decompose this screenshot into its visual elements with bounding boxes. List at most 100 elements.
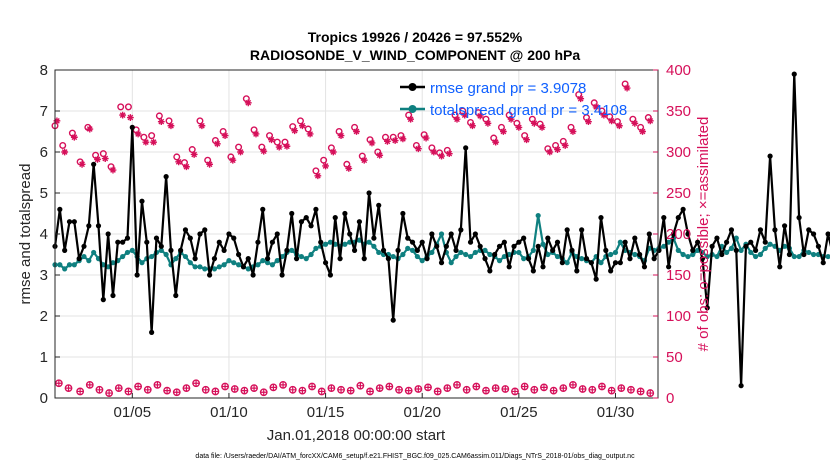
obs-low-count-cross [270, 384, 277, 391]
obs-low-count-cross [415, 385, 422, 393]
obs-assimilated-marker [461, 111, 469, 119]
obs-assimilated-marker [353, 128, 360, 135]
left-totalspread-point [501, 253, 507, 260]
left-totalspread-point [187, 260, 193, 266]
obs-assimilated-marker [229, 156, 237, 164]
obs-assimilated-marker [422, 134, 430, 142]
left-rmse-point [709, 243, 715, 249]
obs-assimilated-marker [150, 138, 157, 146]
left-totalspread-point [66, 262, 73, 268]
left-y-tick-label: 8 [40, 62, 48, 79]
left-rmse-point [458, 227, 464, 233]
obs-low-count-cross [163, 387, 171, 394]
left-totalspread-point [438, 231, 445, 237]
obs-low-count-cross [96, 386, 103, 393]
left-totalspread-point [327, 239, 334, 245]
obs-assimilated-marker [306, 130, 314, 138]
left-rmse-point [221, 247, 227, 253]
left-totalspread-point [221, 262, 227, 268]
left-totalspread-point [264, 260, 271, 266]
left-rmse-point [820, 260, 826, 266]
obs-low-count-cross [618, 384, 625, 392]
left-rmse-point [748, 239, 754, 245]
left-totalspread-point [197, 264, 203, 270]
left-rmse-point [661, 215, 667, 221]
left-rmse-point [487, 268, 493, 274]
obs-assimilated-marker [252, 130, 260, 138]
right-y-tick-label: 0 [666, 390, 674, 407]
left-rmse-point [579, 227, 585, 233]
left-rmse-point [554, 239, 561, 245]
left-totalspread-point [467, 253, 474, 260]
left-rmse-point [540, 264, 546, 270]
left-totalspread-point [163, 251, 169, 258]
left-rmse-point [525, 256, 532, 262]
left-rmse-point [313, 206, 319, 212]
left-rmse-point [453, 247, 459, 253]
left-totalspread-point [564, 260, 570, 266]
left-totalspread-point [521, 256, 527, 262]
left-rmse-point [110, 292, 116, 299]
left-rmse-point [516, 239, 522, 245]
left-rmse-point [274, 231, 280, 237]
left-rmse-point [337, 256, 343, 262]
left-y-tick-label: 5 [40, 185, 48, 202]
left-rmse-point [521, 235, 527, 241]
obs-possible-marker [117, 103, 125, 111]
left-rmse-point [202, 227, 208, 233]
obs-assimilated-marker [275, 143, 283, 151]
left-rmse-point [173, 292, 179, 299]
left-totalspread-point [617, 239, 623, 245]
obs-assimilated-marker [53, 117, 61, 125]
left-rmse-point [260, 206, 266, 212]
left-rmse-point [511, 243, 517, 249]
left-rmse-point [632, 235, 638, 241]
left-totalspread-point [685, 253, 691, 260]
legend-spread-marker [408, 105, 417, 113]
left-rmse-point [216, 239, 222, 245]
left-rmse-point [318, 239, 324, 245]
obs-assimilated-marker [445, 150, 453, 158]
obs-assimilated-marker [198, 122, 206, 130]
obs-assimilated-marker [407, 115, 415, 123]
left-totalspread-point [463, 251, 469, 258]
left-rmse-point [168, 247, 174, 253]
left-rmse-point [226, 231, 232, 237]
left-totalspread-point [173, 256, 179, 262]
left-totalspread-point [202, 266, 208, 272]
obs-assimilated-marker [569, 128, 577, 135]
obs-assimilated-marker [585, 118, 592, 126]
right-y-tick-label: 100 [666, 308, 691, 325]
obs-low-count-cross [337, 386, 345, 393]
left-rmse-point [695, 239, 701, 245]
data-file-footer: data file: /Users/raeder/DAI/ATM_forcXX/… [195, 453, 635, 460]
left-rmse-point [187, 235, 193, 241]
left-totalspread-point [733, 235, 739, 241]
obs-assimilated-marker [623, 84, 631, 92]
obs-possible-marker [124, 103, 132, 111]
obs-low-count-cross [453, 381, 461, 389]
left-totalspread-point [298, 253, 305, 260]
obs-assimilated-marker [101, 155, 109, 162]
left-rmse-point [482, 256, 488, 262]
left-rmse-point [376, 202, 382, 208]
left-rmse-point [637, 251, 643, 258]
left-rmse-point [245, 256, 251, 262]
obs-low-count-cross [65, 384, 72, 392]
left-totalspread-point [269, 262, 276, 268]
obs-assimilated-marker [399, 135, 407, 143]
left-rmse-point [240, 264, 247, 270]
left-totalspread-point [608, 251, 614, 258]
obs-assimilated-marker [538, 124, 546, 131]
obs-assimilated-marker [119, 111, 127, 119]
right-y-tick-label: 150 [666, 267, 691, 284]
left-rmse-point [153, 235, 160, 241]
obs-low-count-cross [308, 383, 316, 390]
obs-assimilated-marker [438, 152, 445, 160]
obs-low-count-cross [366, 388, 374, 395]
obs-assimilated-marker [530, 119, 538, 127]
left-rmse-point [327, 272, 334, 278]
left-rmse-point [550, 247, 556, 253]
obs-assimilated-marker [322, 162, 329, 170]
left-totalspread-point [231, 260, 237, 266]
